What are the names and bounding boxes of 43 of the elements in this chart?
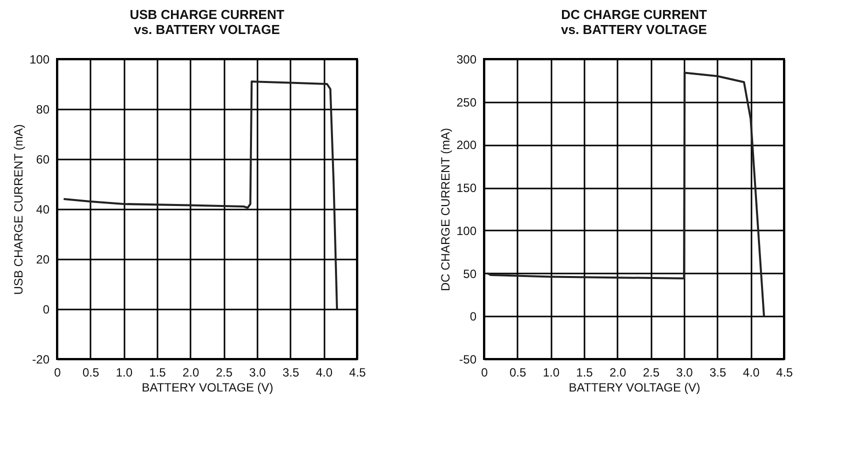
y-tick-label: 20 <box>36 252 50 266</box>
y-tick-label: 100 <box>29 52 50 66</box>
y-tick-label: 100 <box>456 224 477 238</box>
y-tick-label: -50 <box>459 352 477 366</box>
y-tick-label: -20 <box>32 352 50 366</box>
y-tick-label: 150 <box>456 181 477 196</box>
x-tick-label: 1.5 <box>149 366 166 380</box>
x-axis-title: BATTERY VOLTAGE (V) <box>142 380 274 394</box>
x-tick-label: 0.5 <box>509 366 526 380</box>
x-tick-label: 2.0 <box>182 366 200 380</box>
x-tick-label: 1.5 <box>576 366 594 380</box>
x-tick-label: 3.5 <box>709 366 726 380</box>
x-tick-label: 2.5 <box>642 366 660 380</box>
y-tick-label: 40 <box>36 202 50 216</box>
y-tick-label: 60 <box>36 152 50 166</box>
x-tick-label: 3.0 <box>249 366 266 380</box>
y-tick-label: 0 <box>470 310 477 324</box>
x-tick-label: 0 <box>54 366 62 380</box>
x-tick-label: 0.5 <box>82 366 100 380</box>
x-tick-label: 4.0 <box>742 366 760 380</box>
x-axis-title: BATTERY VOLTAGE (V) <box>568 380 700 394</box>
x-tick-label: 4.5 <box>776 366 794 380</box>
x-tick-label: 3.0 <box>676 366 694 380</box>
y-tick-label: 300 <box>456 52 477 66</box>
y-tick-label: 80 <box>36 102 50 116</box>
x-tick-label: 0 <box>481 366 488 380</box>
y-tick-label: 50 <box>463 266 477 281</box>
line-series <box>486 72 765 318</box>
x-tick-label: 2.0 <box>609 366 626 380</box>
x-tick-label: 4.0 <box>316 366 333 380</box>
y-tick-label: 0 <box>42 302 50 316</box>
chart-title: DC CHARGE CURRENT vs. BATTERY VOLTAGE <box>561 7 708 37</box>
x-tick-label: 1.0 <box>542 366 560 380</box>
y-tick-label: 250 <box>456 95 477 110</box>
y-axis-title: DC CHARGE CURRENT (mA) <box>438 128 452 292</box>
line-series <box>62 80 338 310</box>
x-tick-label: 4.5 <box>349 366 366 380</box>
x-tick-label: 2.5 <box>216 366 233 380</box>
chart-title: USB CHARGE CURRENT vs. BATTERY VOLTAGE <box>130 7 284 37</box>
y-tick-label: 200 <box>456 138 477 152</box>
x-tick-label: 3.5 <box>282 366 300 380</box>
x-tick-label: 1.0 <box>116 366 133 380</box>
y-axis-title: USB CHARGE CURRENT (mA) <box>11 124 26 295</box>
